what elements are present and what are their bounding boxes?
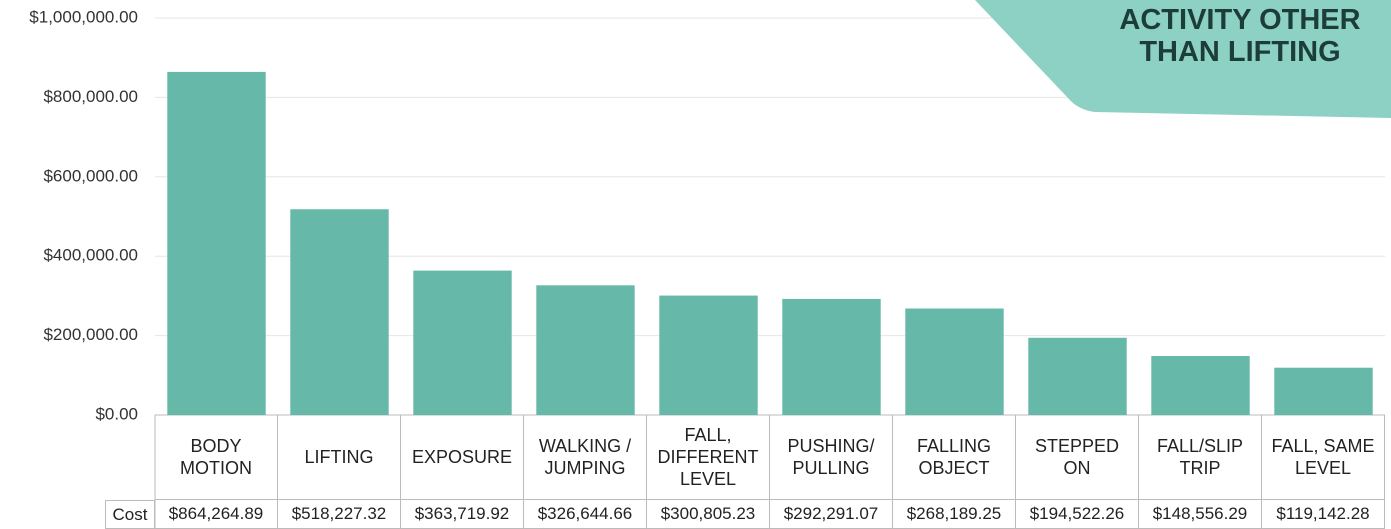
- bar: [413, 270, 512, 415]
- cost-cell: $326,644.66: [524, 500, 647, 529]
- annotation: ACTIVITY OTHER THAN LIFTING: [1119, 4, 1361, 68]
- row-label: Cost: [105, 500, 155, 529]
- bar: [536, 285, 635, 415]
- x-tick-label: EXPOSURE: [401, 415, 524, 500]
- bar: [1274, 367, 1373, 415]
- y-tick-label: $400,000.00: [43, 246, 138, 265]
- x-tick-label: LIFTING: [278, 415, 401, 500]
- banner: [975, 0, 1391, 118]
- cost-cell: $268,189.25: [893, 500, 1016, 529]
- y-tick-label: $0.00: [95, 404, 138, 423]
- bar: [782, 298, 881, 415]
- x-tick-label: PUSHING/ PULLING: [770, 415, 893, 500]
- x-tick-label: FALLING OBJECT: [893, 415, 1016, 500]
- cost-cell: $148,556.29: [1139, 500, 1262, 529]
- bar: [659, 295, 758, 415]
- x-tick-label: FALL, SAME LEVEL: [1262, 415, 1385, 500]
- cost-cell: $864,264.89: [155, 500, 278, 529]
- x-tick-label: STEPPED ON: [1016, 415, 1139, 500]
- bar: [290, 209, 389, 415]
- cost-cell: $194,522.26: [1016, 500, 1139, 529]
- y-tick-label: $600,000.00: [43, 166, 138, 185]
- x-tick-label: FALL/SLIP TRIP: [1139, 415, 1262, 500]
- x-tick-label: BODY MOTION: [155, 415, 278, 500]
- bar: [905, 308, 1004, 415]
- cost-cell: $292,291.07: [770, 500, 893, 529]
- cost-cell: $518,227.32: [278, 500, 401, 529]
- x-tick-label: FALL, DIFFERENT LEVEL: [647, 415, 770, 500]
- bar: [1151, 356, 1250, 415]
- y-tick-label: $200,000.00: [43, 325, 138, 344]
- cost-cell: $119,142.28: [1262, 500, 1385, 529]
- bar: [1028, 337, 1127, 415]
- x-tick-label: WALKING / JUMPING: [524, 415, 647, 500]
- cost-cell: $363,719.92: [401, 500, 524, 529]
- y-tick-label: $800,000.00: [43, 87, 138, 106]
- cost-cell: $300,805.23: [647, 500, 770, 529]
- bar: [167, 71, 266, 415]
- y-tick-label: $1,000,000.00: [29, 7, 138, 26]
